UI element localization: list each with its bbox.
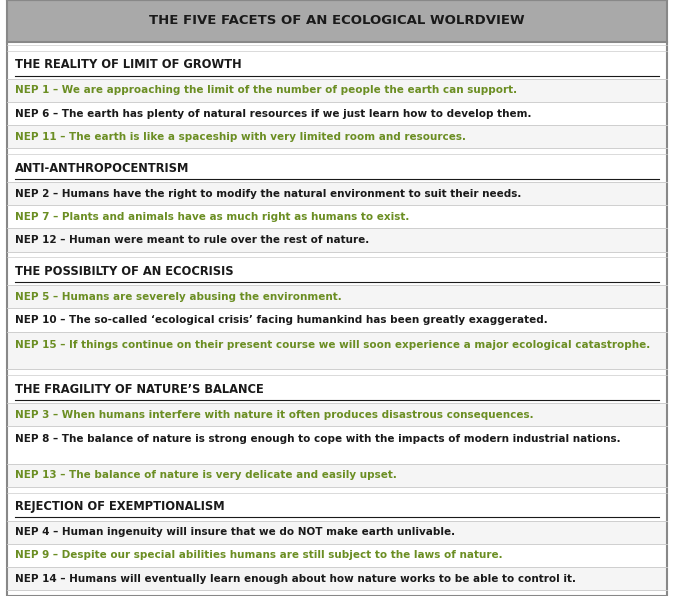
FancyBboxPatch shape	[7, 51, 667, 79]
Text: NEP 10 – The so-called ‘ecological crisis’ facing humankind has been greatly exa: NEP 10 – The so-called ‘ecological crisi…	[15, 315, 547, 325]
Text: NEP 7 – Plants and animals have as much right as humans to exist.: NEP 7 – Plants and animals have as much …	[15, 212, 409, 222]
FancyBboxPatch shape	[7, 42, 667, 45]
Text: THE FIVE FACETS OF AN ECOLOGICAL WOLRDVIEW: THE FIVE FACETS OF AN ECOLOGICAL WOLRDVI…	[149, 14, 525, 27]
Text: REJECTION OF EXEMPTIONALISM: REJECTION OF EXEMPTIONALISM	[15, 500, 224, 513]
FancyBboxPatch shape	[7, 252, 667, 257]
FancyBboxPatch shape	[7, 521, 667, 544]
Text: NEP 3 – When humans interfere with nature it often produces disastrous consequen: NEP 3 – When humans interfere with natur…	[15, 409, 533, 420]
FancyBboxPatch shape	[7, 375, 667, 403]
FancyBboxPatch shape	[7, 426, 667, 464]
FancyBboxPatch shape	[7, 285, 667, 309]
Text: NEP 14 – Humans will eventually learn enough about how nature works to be able t: NEP 14 – Humans will eventually learn en…	[15, 573, 576, 583]
FancyBboxPatch shape	[7, 590, 667, 596]
FancyBboxPatch shape	[7, 487, 667, 493]
FancyBboxPatch shape	[7, 125, 667, 148]
FancyBboxPatch shape	[7, 228, 667, 252]
FancyBboxPatch shape	[7, 331, 667, 370]
FancyBboxPatch shape	[7, 567, 667, 590]
FancyBboxPatch shape	[7, 544, 667, 567]
FancyBboxPatch shape	[7, 370, 667, 375]
FancyBboxPatch shape	[7, 79, 667, 102]
Text: THE REALITY OF LIMIT OF GROWTH: THE REALITY OF LIMIT OF GROWTH	[15, 58, 241, 72]
Text: NEP 15 – If things continue on their present course we will soon experience a ma: NEP 15 – If things continue on their pre…	[15, 340, 650, 350]
Text: NEP 12 – Human were meant to rule over the rest of nature.: NEP 12 – Human were meant to rule over t…	[15, 235, 369, 245]
Text: NEP 2 – Humans have the right to modify the natural environment to suit their ne: NEP 2 – Humans have the right to modify …	[15, 189, 521, 198]
FancyBboxPatch shape	[7, 0, 667, 42]
FancyBboxPatch shape	[7, 309, 667, 331]
FancyBboxPatch shape	[7, 154, 667, 182]
Text: NEP 9 – Despite our special abilities humans are still subject to the laws of na: NEP 9 – Despite our special abilities hu…	[15, 551, 502, 560]
FancyBboxPatch shape	[7, 148, 667, 154]
FancyBboxPatch shape	[7, 182, 667, 205]
Text: NEP 8 – The balance of nature is strong enough to cope with the impacts of moder: NEP 8 – The balance of nature is strong …	[15, 434, 621, 445]
FancyBboxPatch shape	[7, 45, 667, 51]
Text: THE FRAGILITY OF NATURE’S BALANCE: THE FRAGILITY OF NATURE’S BALANCE	[15, 383, 264, 396]
FancyBboxPatch shape	[7, 257, 667, 285]
FancyBboxPatch shape	[7, 205, 667, 228]
Text: NEP 11 – The earth is like a spaceship with very limited room and resources.: NEP 11 – The earth is like a spaceship w…	[15, 132, 466, 142]
Text: ANTI-ANTHROPOCENTRISM: ANTI-ANTHROPOCENTRISM	[15, 162, 189, 175]
Text: NEP 6 – The earth has plenty of natural resources if we just learn how to develo: NEP 6 – The earth has plenty of natural …	[15, 108, 531, 119]
Text: NEP 5 – Humans are severely abusing the environment.: NEP 5 – Humans are severely abusing the …	[15, 292, 342, 302]
FancyBboxPatch shape	[7, 403, 667, 426]
FancyBboxPatch shape	[7, 493, 667, 521]
Text: THE POSSIBILTY OF AN ECOCRISIS: THE POSSIBILTY OF AN ECOCRISIS	[15, 265, 233, 278]
Text: NEP 1 – We are approaching the limit of the number of people the earth can suppo: NEP 1 – We are approaching the limit of …	[15, 85, 517, 95]
FancyBboxPatch shape	[7, 464, 667, 487]
Text: NEP 4 – Human ingenuity will insure that we do NOT make earth unlivable.: NEP 4 – Human ingenuity will insure that…	[15, 527, 455, 537]
FancyBboxPatch shape	[7, 102, 667, 125]
Text: NEP 13 – The balance of nature is very delicate and easily upset.: NEP 13 – The balance of nature is very d…	[15, 470, 397, 480]
